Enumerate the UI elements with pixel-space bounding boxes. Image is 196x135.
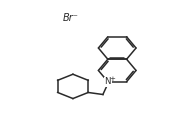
Text: Br⁻: Br⁻ <box>63 13 78 23</box>
Text: N: N <box>104 77 111 86</box>
Text: +: + <box>109 76 115 82</box>
